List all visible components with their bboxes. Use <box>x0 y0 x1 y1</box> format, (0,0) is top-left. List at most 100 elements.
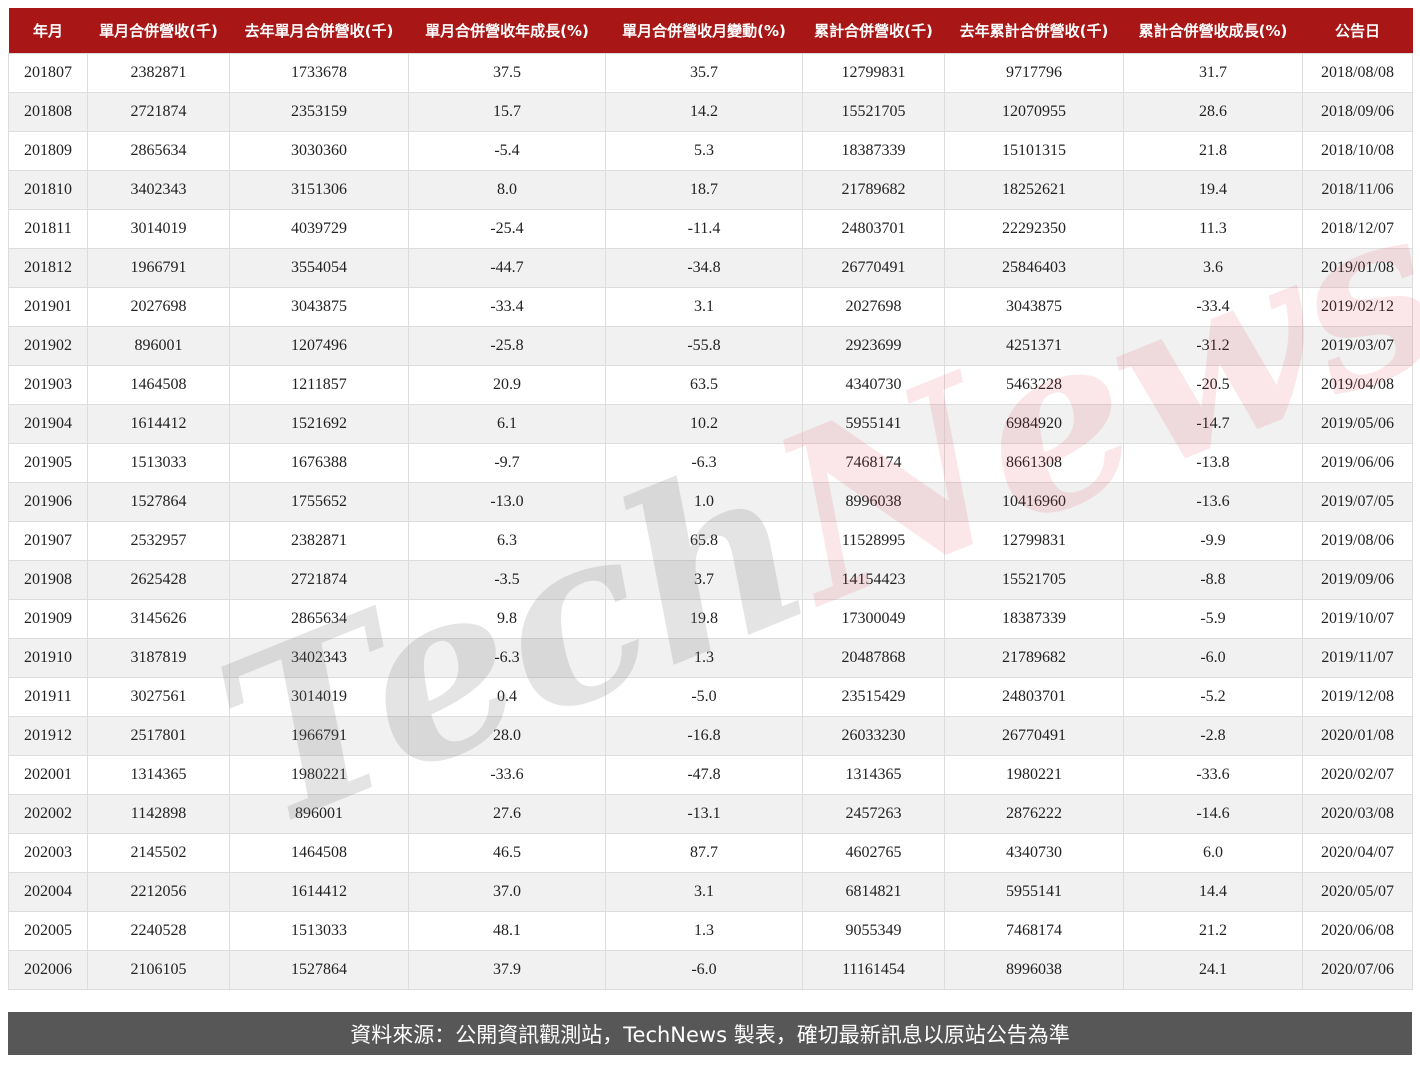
table-cell: 3.7 <box>605 560 803 600</box>
table-cell: 22292350 <box>944 209 1124 249</box>
table-cell: -13.0 <box>408 482 606 522</box>
table-cell: 4251371 <box>944 326 1124 366</box>
table-cell: -3.5 <box>408 560 606 600</box>
table-cell: 1676388 <box>229 443 409 483</box>
table-cell: 2020/03/08 <box>1302 794 1413 834</box>
table-cell: 202005 <box>8 911 88 951</box>
table-cell: 202001 <box>8 755 88 795</box>
table-cell: 201903 <box>8 365 88 405</box>
table-cell: 15101315 <box>944 131 1124 171</box>
table-cell: 27.6 <box>408 794 606 834</box>
table-cell: 3.1 <box>605 287 803 327</box>
table-cell: 201910 <box>8 638 88 678</box>
table-cell: 1614412 <box>87 404 230 444</box>
table-cell: 37.0 <box>408 872 606 912</box>
table-cell: 201908 <box>8 560 88 600</box>
table-cell: 1966791 <box>87 248 230 288</box>
table-cell: 5955141 <box>944 872 1124 912</box>
table-cell: 63.5 <box>605 365 803 405</box>
table-cell: 9055349 <box>802 911 945 951</box>
table-cell: 26770491 <box>944 716 1124 756</box>
table-cell: -5.4 <box>408 131 606 171</box>
table-cell: 2721874 <box>229 560 409 600</box>
table-cell: 2019/11/07 <box>1302 638 1413 678</box>
table-cell: 1614412 <box>229 872 409 912</box>
table-cell: 2019/05/06 <box>1302 404 1413 444</box>
table-cell: 20.9 <box>408 365 606 405</box>
table-cell: 65.8 <box>605 521 803 561</box>
table-cell: -6.0 <box>1123 638 1303 678</box>
table-cell: -16.8 <box>605 716 803 756</box>
revenue-table: 年月 單月合併營收(千) 去年單月合併營收(千) 單月合併營收年成長(%) 單月合併營收… <box>8 8 1413 990</box>
table-cell: 1980221 <box>944 755 1124 795</box>
table-cell: 2018/12/07 <box>1302 209 1413 249</box>
column-header: 單月合併營收(千) <box>87 8 230 54</box>
table-cell: 202002 <box>8 794 88 834</box>
table-cell: 201902 <box>8 326 88 366</box>
table-row: 201911 3027561 3014019 0.4 -5.0 23515429 24803… <box>8 677 1413 717</box>
table-cell: 1314365 <box>802 755 945 795</box>
table-cell: -33.6 <box>1123 755 1303 795</box>
table-cell: 1207496 <box>229 326 409 366</box>
table-cell: -5.0 <box>605 677 803 717</box>
table-cell: 5.3 <box>605 131 803 171</box>
table-cell: 201807 <box>8 53 88 93</box>
table-cell: -9.9 <box>1123 521 1303 561</box>
table-row: 201908 2625428 2721874 -3.5 3.7 14154423 15521… <box>8 560 1413 600</box>
table-header-row: 年月 單月合併營收(千) 去年單月合併營收(千) 單月合併營收年成長(%) 單月合併營收… <box>8 8 1413 54</box>
table-cell: 12070955 <box>944 92 1124 132</box>
table-cell: 3014019 <box>229 677 409 717</box>
table-row: 202003 2145502 1464508 46.5 87.7 4602765 43407… <box>8 833 1413 873</box>
table-cell: 3151306 <box>229 170 409 210</box>
table-cell: 19.8 <box>605 599 803 639</box>
table-cell: 3030360 <box>229 131 409 171</box>
table-cell: 201909 <box>8 599 88 639</box>
table-cell: 201906 <box>8 482 88 522</box>
table-cell: 25846403 <box>944 248 1124 288</box>
table-cell: 87.7 <box>605 833 803 873</box>
table-cell: 201904 <box>8 404 88 444</box>
table-cell: 3.6 <box>1123 248 1303 288</box>
table-cell: 2876222 <box>944 794 1124 834</box>
table-cell: 2145502 <box>87 833 230 873</box>
table-cell: 2020/02/07 <box>1302 755 1413 795</box>
table-cell: 1527864 <box>229 950 409 990</box>
table-cell: -55.8 <box>605 326 803 366</box>
table-cell: 4340730 <box>944 833 1124 873</box>
table-cell: 2240528 <box>87 911 230 951</box>
table-row: 201901 2027698 3043875 -33.4 3.1 2027698 30438… <box>8 287 1413 327</box>
table-cell: 19.4 <box>1123 170 1303 210</box>
table-cell: 201812 <box>8 248 88 288</box>
table-row: 201906 1527864 1755652 -13.0 1.0 8996038 10416… <box>8 482 1413 522</box>
table-cell: -33.4 <box>408 287 606 327</box>
table-cell: 3043875 <box>944 287 1124 327</box>
table-cell: 21.8 <box>1123 131 1303 171</box>
table-cell: -6.3 <box>605 443 803 483</box>
table-cell: 2019/03/07 <box>1302 326 1413 366</box>
table-cell: 201912 <box>8 716 88 756</box>
table-cell: 11.3 <box>1123 209 1303 249</box>
table-cell: -25.4 <box>408 209 606 249</box>
table-cell: 15521705 <box>944 560 1124 600</box>
table-cell: 2865634 <box>87 131 230 171</box>
column-header: 年月 <box>8 8 88 54</box>
table-cell: -13.8 <box>1123 443 1303 483</box>
table-cell: 2019/10/07 <box>1302 599 1413 639</box>
table-row: 201809 2865634 3030360 -5.4 5.3 18387339 15101… <box>8 131 1413 171</box>
table-cell: 3043875 <box>229 287 409 327</box>
table-cell: -33.4 <box>1123 287 1303 327</box>
table-cell: 18387339 <box>944 599 1124 639</box>
column-header: 累計合併營收(千) <box>802 8 945 54</box>
table-cell: -2.8 <box>1123 716 1303 756</box>
table-cell: 4602765 <box>802 833 945 873</box>
table-cell: 896001 <box>87 326 230 366</box>
table-cell: 2106105 <box>87 950 230 990</box>
table-cell: 11528995 <box>802 521 945 561</box>
table-cell: 1.3 <box>605 911 803 951</box>
column-header: 單月合併營收月變動(%) <box>605 8 803 54</box>
table-row: 201903 1464508 1211857 20.9 63.5 4340730 54632… <box>8 365 1413 405</box>
table-cell: 4039729 <box>229 209 409 249</box>
table-cell: 3027561 <box>87 677 230 717</box>
table-cell: -34.8 <box>605 248 803 288</box>
table-row: 201807 2382871 1733678 37.5 35.7 12799831 9717… <box>8 53 1413 93</box>
